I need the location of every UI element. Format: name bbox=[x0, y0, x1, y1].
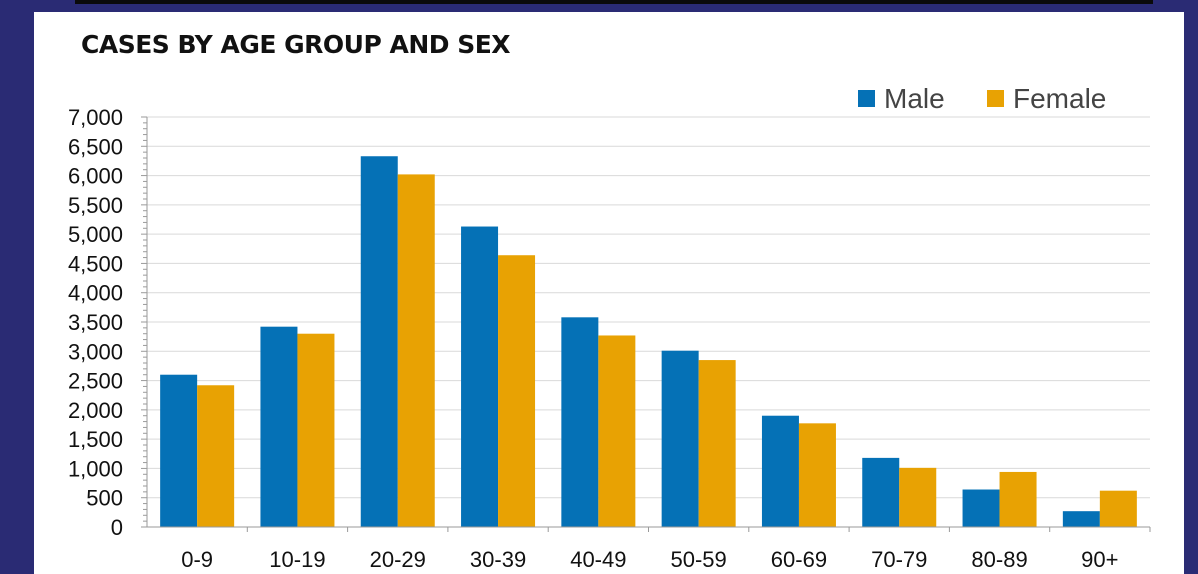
bar-male-70-79 bbox=[862, 457, 900, 527]
bar-female-10-19 bbox=[297, 333, 335, 527]
x-tick-label: 10-19 bbox=[269, 547, 325, 572]
bar-male-60-69 bbox=[761, 415, 799, 527]
bar-male-40-49 bbox=[561, 317, 599, 527]
bar-female-70-79 bbox=[899, 467, 937, 527]
y-tick-label: 5,000 bbox=[68, 222, 123, 247]
legend-swatch-female bbox=[987, 90, 1004, 107]
chart-title: CASES BY AGE GROUP AND SEX bbox=[81, 30, 511, 59]
bar-female-20-29 bbox=[397, 174, 435, 527]
x-tick-label: 0-9 bbox=[181, 547, 213, 572]
bar-male-30-39 bbox=[461, 226, 499, 527]
x-tick-label: 50-59 bbox=[671, 547, 727, 572]
x-tick-label: 20-29 bbox=[370, 547, 426, 572]
bar-male-80-89 bbox=[962, 489, 1000, 527]
x-tick-label: 60-69 bbox=[771, 547, 827, 572]
bar-female-0-9 bbox=[197, 385, 235, 527]
y-tick-label: 1,000 bbox=[68, 456, 123, 481]
chart-panel: CASES BY AGE GROUP AND SEX 0 500 1,000 1,50… bbox=[34, 12, 1184, 574]
x-tick-label: 90+ bbox=[1081, 547, 1118, 572]
y-tick-label: 2,000 bbox=[68, 398, 123, 423]
top-border-bar bbox=[75, 0, 1153, 4]
y-tick-label: 0 bbox=[111, 515, 123, 540]
y-tick-label: 7,000 bbox=[68, 105, 123, 130]
y-tick-label: 500 bbox=[86, 486, 123, 511]
axis-labels: 0 500 1,000 1,500 2,000 2,500 3,000 3,500 4,000 4… bbox=[68, 105, 1119, 572]
y-tick-label: 4,000 bbox=[68, 281, 123, 306]
x-tick-label: 30-39 bbox=[470, 547, 526, 572]
bar-female-60-69 bbox=[798, 423, 836, 527]
y-tick-label: 3,000 bbox=[68, 339, 123, 364]
y-tick-label: 5,500 bbox=[68, 193, 123, 218]
bar-male-0-9 bbox=[160, 374, 198, 527]
y-tick-label: 3,500 bbox=[68, 310, 123, 335]
bar-male-10-19 bbox=[260, 326, 298, 527]
legend: Male Female bbox=[858, 83, 1106, 114]
bar-female-40-49 bbox=[598, 335, 636, 527]
x-tick-label: 70-79 bbox=[871, 547, 927, 572]
bar-male-90+ bbox=[1062, 511, 1100, 527]
bar-female-90+ bbox=[1099, 490, 1137, 527]
bar-male-20-29 bbox=[360, 156, 398, 527]
axes bbox=[141, 116, 1151, 532]
y-tick-label: 1,500 bbox=[68, 427, 123, 452]
x-tick-label: 80-89 bbox=[971, 547, 1027, 572]
bar-chart: 0 500 1,000 1,500 2,000 2,500 3,000 3,500 4,000 4… bbox=[68, 83, 1151, 572]
legend-label-male: Male bbox=[884, 83, 945, 114]
legend-swatch-male bbox=[858, 90, 875, 107]
y-tick-label: 6,000 bbox=[68, 164, 123, 189]
y-tick-label: 6,500 bbox=[68, 134, 123, 159]
bar-female-30-39 bbox=[498, 255, 536, 527]
x-tick-label: 40-49 bbox=[570, 547, 626, 572]
bar-male-50-59 bbox=[661, 350, 699, 527]
legend-label-female: Female bbox=[1013, 83, 1106, 114]
bar-female-50-59 bbox=[698, 360, 736, 527]
y-tick-label: 2,500 bbox=[68, 369, 123, 394]
bars bbox=[160, 156, 1137, 527]
y-tick-label: 4,500 bbox=[68, 251, 123, 276]
bar-female-80-89 bbox=[999, 471, 1037, 527]
